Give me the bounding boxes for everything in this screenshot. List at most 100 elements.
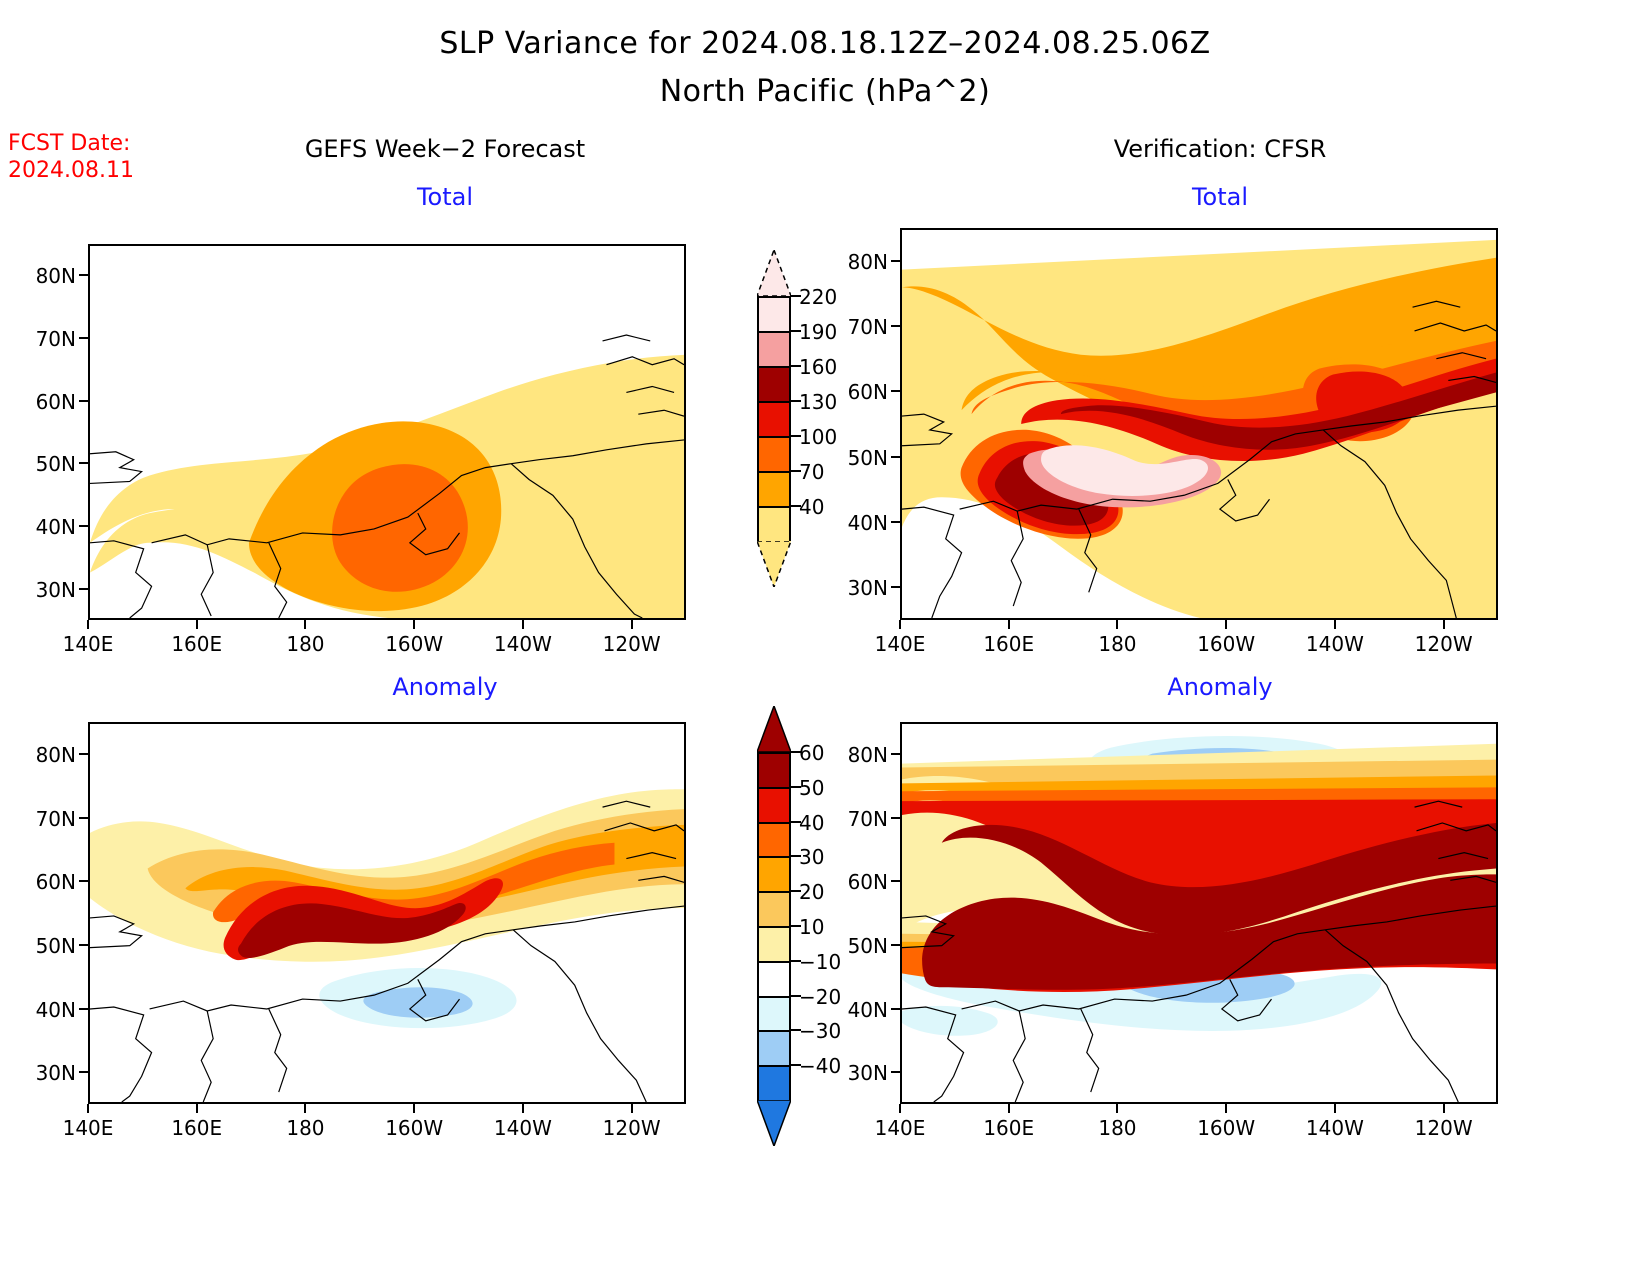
x-axis-tick-label: 140E: [874, 632, 926, 656]
map-panel-gefs-anomaly[interactable]: [88, 722, 686, 1104]
colorbar-segment: [759, 754, 789, 789]
colorbar-tick: [791, 330, 801, 332]
colorbar-tick: [791, 925, 801, 927]
y-axis-tick: [891, 1071, 900, 1074]
colorbar-tick-label: −40: [799, 1054, 842, 1079]
x-axis-tick-label: 160W: [385, 1116, 444, 1140]
x-axis-tick: [304, 620, 307, 629]
x-axis-tick-label: 140E: [62, 1116, 114, 1140]
y-axis-tick: [79, 1071, 88, 1074]
colorbar-tick-label: 190: [799, 320, 838, 344]
y-axis-tick: [891, 816, 900, 819]
y-axis-tick-label: 50N: [35, 452, 76, 477]
y-axis-tick-label: 80N: [35, 264, 76, 289]
colorbar-segment: [759, 927, 789, 963]
colorbar-body: [757, 296, 791, 543]
colorbar-segment: [759, 823, 789, 859]
colorbar-tick-label: 60: [799, 741, 825, 765]
y-axis-tick-label: 30N: [35, 1061, 76, 1086]
y-axis-tick: [79, 943, 88, 946]
colorbar-tick: [791, 890, 801, 893]
y-axis-tick-label: 70N: [847, 806, 888, 831]
y-axis-tick-label: 50N: [847, 933, 888, 958]
colorbar-tick: [791, 855, 801, 858]
colorbar-tick: [791, 1029, 801, 1032]
colorbar-segment: [759, 508, 789, 543]
colorbar-tick: [791, 435, 801, 437]
fcst-date-annotation: FCST Date: 2024.08.11: [8, 130, 188, 184]
map-panel-cfsr-total[interactable]: [900, 228, 1498, 620]
colorbar-segment: [759, 298, 789, 333]
x-axis-tick: [1442, 620, 1445, 629]
x-axis-tick: [1116, 1104, 1119, 1113]
colorbar-tick-label: 160: [799, 355, 838, 379]
colorbar-tick-label: 50: [799, 775, 825, 800]
x-axis-tick-label: 140W: [493, 632, 552, 656]
y-axis-tick-label: 40N: [35, 515, 76, 539]
y-axis-tick: [891, 390, 900, 393]
y-axis-tick: [79, 462, 88, 465]
y-axis-tick: [891, 325, 900, 327]
colorbar-extend-max: [755, 247, 793, 297]
colorbar-extend-min: [755, 540, 793, 590]
x-axis-tick: [413, 1104, 416, 1113]
x-axis-tick: [1007, 1104, 1010, 1113]
map-canvas-cfsr-total: [902, 230, 1496, 618]
colorbar-tick-label: 70: [799, 460, 825, 484]
x-axis-tick: [1225, 1104, 1228, 1113]
x-axis-tick-label: 160E: [983, 1116, 1035, 1140]
map-canvas-cfsr-anomaly: [902, 724, 1496, 1102]
y-axis-tick: [79, 816, 88, 819]
map-panel-cfsr-anomaly[interactable]: [900, 722, 1498, 1104]
y-axis-tick-label: 30N: [35, 577, 76, 602]
y-axis-tick: [79, 880, 88, 883]
y-axis-tick: [891, 752, 900, 755]
x-axis-tick-label: 160E: [171, 632, 223, 656]
map-canvas-gefs-anomaly: [90, 724, 684, 1102]
caption-cfsr-anomaly: Anomaly: [1167, 673, 1273, 701]
page-title: SLP Variance for 2024.08.18.12Z–2024.08.…: [439, 26, 1211, 61]
map-panel-gefs-total[interactable]: [88, 244, 686, 620]
colorbar-extend-min: [755, 1099, 793, 1149]
colorbar-tick-label: −10: [799, 949, 842, 974]
colorbar-segment: [759, 858, 789, 894]
colorbar-tick-label: 40: [799, 810, 825, 835]
colorbar-tick-label: −20: [799, 984, 842, 1009]
y-axis-tick-label: 30N: [847, 576, 888, 601]
x-axis-tick: [630, 1104, 633, 1113]
y-axis-tick: [891, 1007, 900, 1010]
x-axis-tick: [1442, 1104, 1445, 1113]
colorbar-tick: [791, 820, 801, 823]
colorbar-tick: [791, 785, 801, 788]
x-axis-tick-label: 160W: [385, 632, 444, 656]
y-axis-tick-label: 30N: [847, 1061, 888, 1086]
colorbar-tick: [791, 400, 801, 402]
colorbar-tick-label: 20: [799, 880, 825, 905]
x-axis-tick: [304, 1104, 307, 1113]
colorbar-tick-label: 30: [799, 845, 825, 870]
x-axis-tick-label: 180: [1098, 632, 1137, 656]
y-axis-tick-label: 60N: [847, 870, 888, 895]
y-axis-tick-label: 40N: [847, 511, 888, 535]
x-axis-tick-label: 140W: [1305, 632, 1364, 656]
x-axis-tick: [1225, 620, 1228, 629]
colorbar-tick: [791, 959, 801, 962]
y-axis-tick-label: 60N: [35, 870, 76, 895]
y-axis-tick-label: 70N: [35, 806, 76, 831]
y-axis-tick-label: 50N: [847, 445, 888, 470]
x-axis-tick-label: 140W: [1305, 1116, 1364, 1140]
y-axis-tick: [891, 521, 900, 523]
x-axis-tick: [1116, 620, 1119, 629]
colorbar-tick-label: 130: [799, 390, 838, 414]
colorbar-tick: [791, 751, 801, 753]
x-axis-tick: [899, 1104, 901, 1113]
colorbar-body: [757, 752, 791, 1102]
x-axis-tick: [521, 1104, 524, 1113]
x-axis-tick: [195, 1104, 198, 1113]
colorbar-tick-label: 40: [799, 495, 825, 519]
colorbar-tick: [791, 295, 801, 297]
y-axis-tick-label: 80N: [847, 742, 888, 767]
fcst-date-label: FCST Date:: [8, 131, 131, 156]
colorbar-segment: [759, 403, 789, 438]
x-axis-tick: [521, 620, 524, 629]
